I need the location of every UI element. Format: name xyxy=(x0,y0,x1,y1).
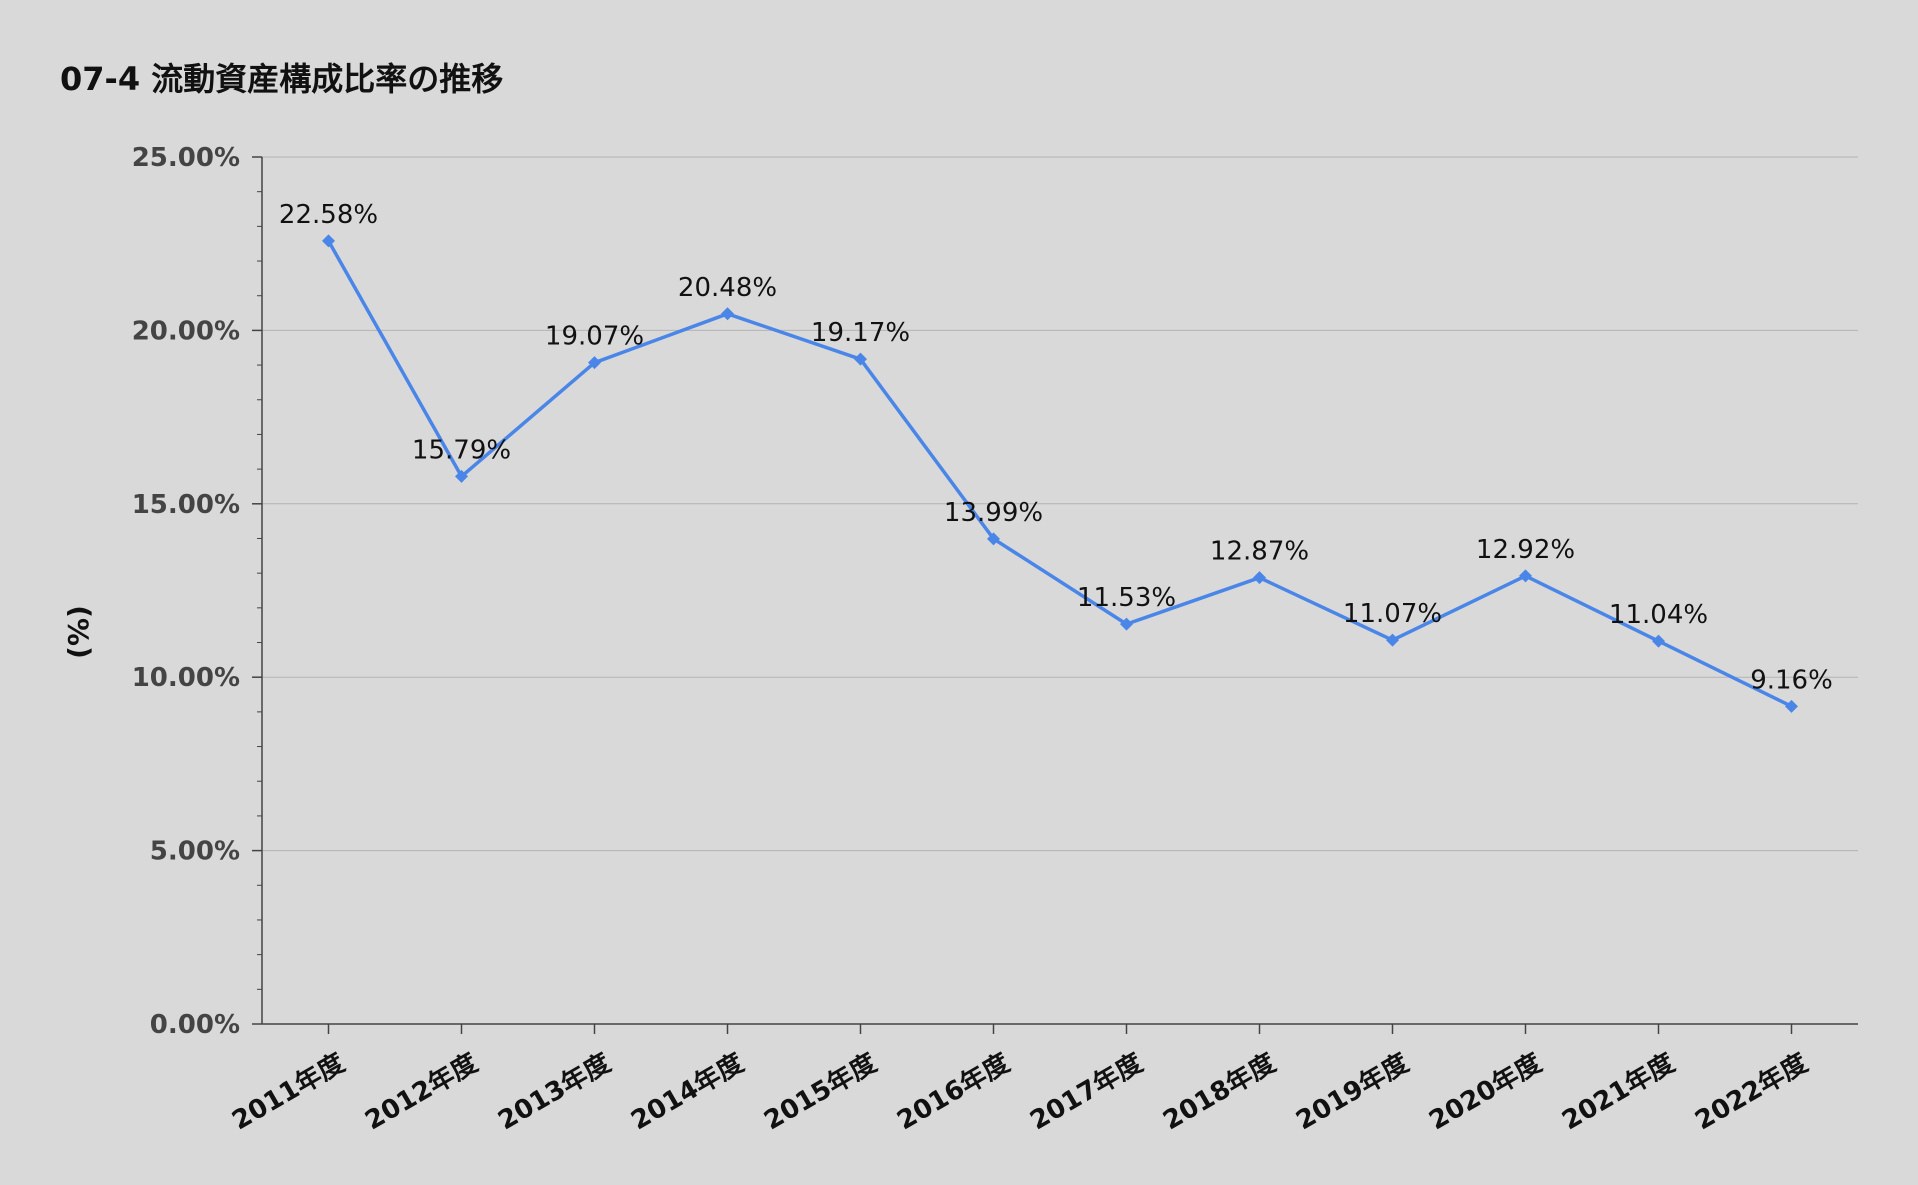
x-tick-label: 2014年度 xyxy=(626,1047,749,1136)
data-label: 9.16% xyxy=(1750,665,1833,695)
data-points xyxy=(322,234,1798,713)
y-tick-label: 0.00% xyxy=(150,1010,240,1040)
data-point xyxy=(1253,571,1266,585)
data-label: 15.79% xyxy=(412,435,511,465)
series-line xyxy=(326,240,1793,708)
data-label: 11.53% xyxy=(1077,583,1176,613)
data-point xyxy=(455,469,468,483)
x-tick-label: 2015年度 xyxy=(759,1047,882,1136)
data-point xyxy=(1785,699,1798,713)
x-axis-ticks: 2011年度 2012年度 2013年度 2014年度 2015年度 2016年度 2017… xyxy=(227,1047,1813,1136)
x-tick-label: 2012年度 xyxy=(360,1047,483,1136)
x-tick-label: 2016年度 xyxy=(892,1047,1015,1136)
x-tick-label: 2018年度 xyxy=(1158,1047,1281,1136)
data-point xyxy=(1652,634,1665,648)
series-path xyxy=(326,240,1793,708)
axes xyxy=(252,156,1858,1034)
x-tick-label: 2013年度 xyxy=(493,1047,616,1136)
data-point xyxy=(854,352,867,366)
data-point xyxy=(1386,633,1399,647)
x-tick-label: 2020年度 xyxy=(1424,1047,1547,1136)
x-tick-label: 2022年度 xyxy=(1690,1047,1813,1136)
x-tick-label: 2017年度 xyxy=(1025,1047,1148,1136)
data-label: 11.04% xyxy=(1609,600,1708,630)
data-label: 13.99% xyxy=(944,498,1043,528)
x-tick-label: 2011年度 xyxy=(227,1047,350,1136)
y-tick-label: 25.00% xyxy=(132,143,240,173)
data-point xyxy=(322,234,335,248)
data-point xyxy=(588,356,601,370)
data-label: 20.48% xyxy=(678,273,777,303)
chart-title: 07-4 流動資産構成比率の推移 xyxy=(60,60,503,98)
y-tick-label: 10.00% xyxy=(132,663,240,693)
y-axis-ticks: 0.00% 5.00% 10.00% 15.00% 20.00% 25.00% xyxy=(132,143,240,1040)
data-label: 12.87% xyxy=(1210,537,1309,567)
y-axis-label: (%) xyxy=(62,605,95,659)
data-label: 19.17% xyxy=(811,318,910,348)
y-tick-label: 5.00% xyxy=(150,837,240,867)
gridlines xyxy=(262,156,1858,852)
data-point xyxy=(721,307,734,321)
x-tick-label: 2021年度 xyxy=(1557,1047,1680,1136)
y-tick-label: 15.00% xyxy=(132,490,240,520)
data-label: 19.07% xyxy=(545,322,644,352)
data-label: 11.07% xyxy=(1343,599,1442,629)
y-tick-label: 20.00% xyxy=(132,316,240,346)
data-point xyxy=(1519,569,1532,583)
x-tick-label: 2019年度 xyxy=(1291,1047,1414,1136)
data-label: 12.92% xyxy=(1476,535,1575,565)
data-point xyxy=(1120,617,1133,631)
data-point xyxy=(987,532,1000,546)
data-labels: 22.58% 15.79% 19.07% 20.48% 19.17% 13.99% 11.5… xyxy=(279,200,1833,695)
data-label: 22.58% xyxy=(279,200,378,230)
